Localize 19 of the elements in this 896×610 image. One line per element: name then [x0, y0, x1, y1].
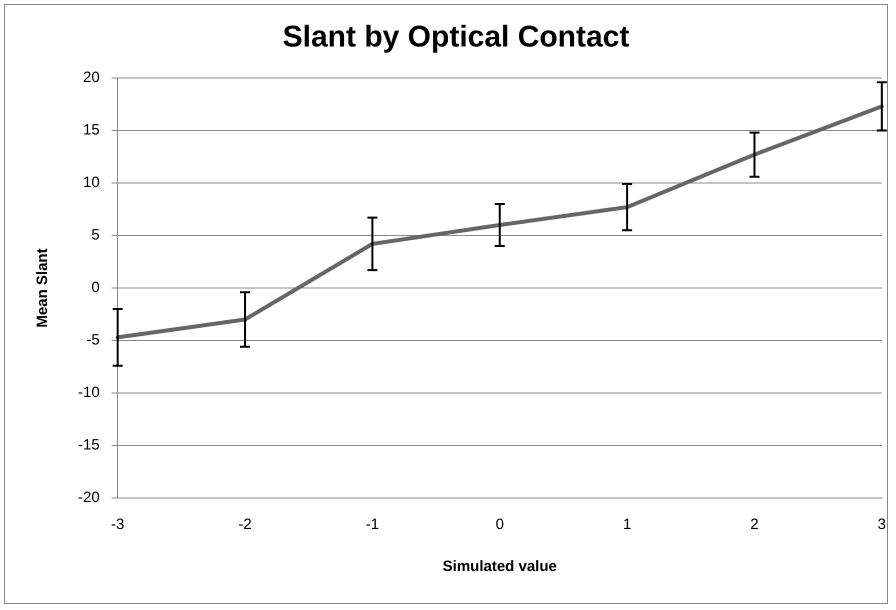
- y-tick-label: -15: [78, 436, 100, 454]
- y-tick-label: 10: [82, 174, 100, 192]
- x-tick-label: 2: [750, 516, 759, 534]
- y-tick-label: 20: [82, 69, 100, 86]
- x-tick-label: -1: [366, 516, 380, 534]
- x-tick-label: 1: [622, 516, 632, 534]
- y-tick-label: 15: [82, 122, 100, 139]
- y-tick-label: 5: [91, 226, 100, 244]
- x-axis-title: Simulated value: [442, 558, 557, 576]
- x-tick-label: -3: [111, 516, 124, 534]
- x-tick-label: 3: [878, 516, 886, 534]
- y-tick-label: -20: [78, 489, 100, 506]
- y-tick-label: -5: [86, 332, 100, 349]
- x-tick-label: 0: [496, 516, 504, 534]
- x-tick-label: -2: [238, 516, 252, 534]
- chart-title: Slant by Optical Contact: [282, 20, 630, 54]
- y-axis-title: Mean Slant: [34, 248, 52, 328]
- y-tick-label: 0: [91, 279, 100, 296]
- y-tick-label: -10: [78, 384, 100, 402]
